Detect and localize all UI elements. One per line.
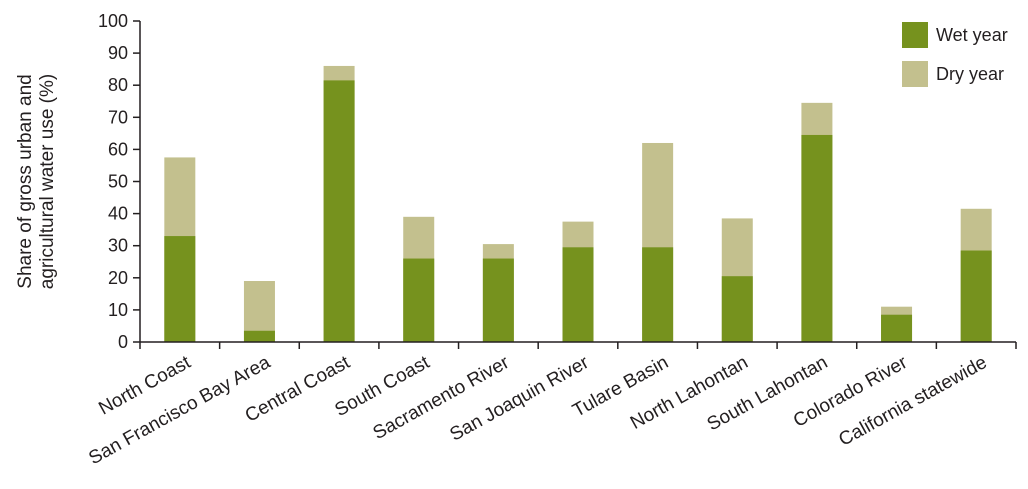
bar-wet-year-2 bbox=[243, 330, 275, 342]
bar-wet-year-4 bbox=[403, 258, 435, 342]
y-axis-title: Share of gross urban and agricultural wat… bbox=[15, 74, 58, 289]
y-tick-label: 80 bbox=[108, 75, 128, 95]
legend-label-dry-year: Dry year bbox=[936, 64, 1004, 84]
y-axis-title-line-2: agricultural water use (%) bbox=[37, 74, 58, 289]
legend: Wet year Dry year bbox=[902, 22, 1008, 87]
bar-wet-year-11 bbox=[960, 250, 992, 342]
x-category-label: Sacramento River bbox=[370, 352, 514, 444]
y-tick-label: 0 bbox=[118, 332, 128, 352]
bar-wet-year-1 bbox=[164, 236, 196, 342]
legend-label-wet-year: Wet year bbox=[936, 25, 1008, 45]
x-category-label: San Joaquin River bbox=[446, 352, 593, 446]
bar-wet-year-7 bbox=[642, 247, 674, 342]
bar-wet-year-8 bbox=[721, 276, 753, 342]
y-tick-label: 20 bbox=[108, 268, 128, 288]
bar-wet-year-9 bbox=[801, 134, 833, 342]
y-tick-label: 10 bbox=[108, 300, 128, 320]
y-tick-label: 90 bbox=[108, 43, 128, 63]
x-category-label: California statewide bbox=[835, 352, 990, 451]
y-axis: 0 10 20 30 40 50 60 70 80 90 100 bbox=[98, 11, 141, 352]
bar-wet-year-10 bbox=[881, 314, 913, 342]
bar-wet-year-5 bbox=[482, 258, 514, 342]
y-tick-label: 50 bbox=[108, 172, 128, 192]
y-tick-label: 40 bbox=[108, 204, 128, 224]
bar-wet-year-6 bbox=[562, 247, 594, 342]
legend-swatch-dry-year bbox=[902, 61, 928, 87]
bars bbox=[164, 65, 992, 342]
legend-swatch-wet-year bbox=[902, 22, 928, 48]
y-tick-label: 100 bbox=[98, 11, 128, 31]
y-axis-title-line-1: Share of gross urban and bbox=[15, 74, 36, 288]
bar-wet-year-3 bbox=[323, 80, 355, 342]
y-tick-label: 70 bbox=[108, 107, 128, 127]
y-tick-label: 30 bbox=[108, 236, 128, 256]
y-tick-label: 60 bbox=[108, 139, 128, 159]
